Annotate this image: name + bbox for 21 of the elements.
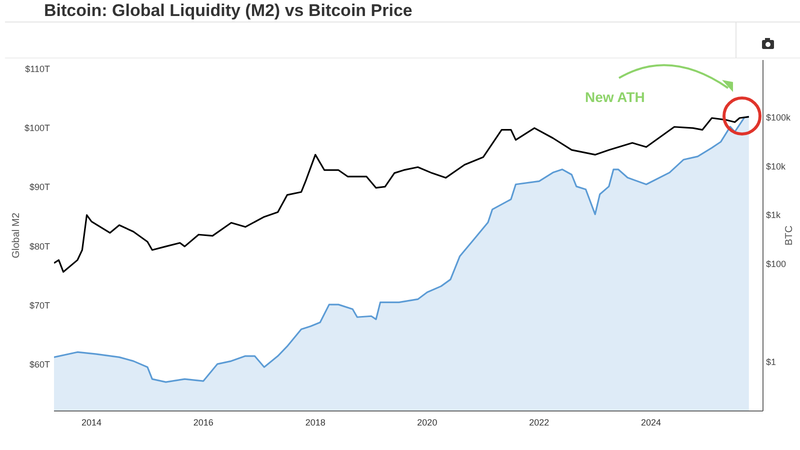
y2-axis-title: BTC [784,226,795,246]
x-tick-label: 2024 [640,417,662,428]
y2-tick-label: $1k [766,210,782,220]
y2-tick-label: $100 [766,259,786,270]
chart-title: Bitcoin: Global Liquidity (M2) vs Bitcoin Price [44,1,412,20]
y-tick-label: $90T [29,182,50,192]
x-tick-label: 2018 [305,417,326,428]
y-tick-label: $100T [24,122,50,133]
x-tick-label: 2020 [417,417,438,428]
x-tick-label: 2014 [82,417,102,428]
y2-tick-label: $10k [766,161,786,172]
y2-tick-label: $1 [766,356,776,367]
y-tick-label: $80T [29,241,50,252]
x-tick-label: 2022 [529,417,550,428]
y-axis-title: Global M2 [11,212,22,258]
annotation: New ATH [585,89,645,105]
y2-tick-label: $100k [766,112,792,122]
y-tick-label: $70T [29,300,50,311]
y-tick-label: $60T [29,360,50,370]
x-tick-label: 2016 [193,417,214,428]
y-tick-label: $110T [25,64,50,74]
